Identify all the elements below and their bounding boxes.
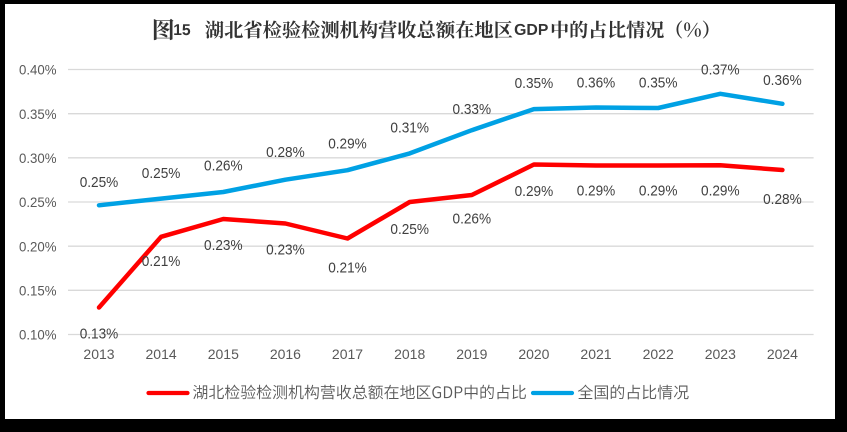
svg-text:0.23%: 0.23% — [266, 242, 305, 258]
svg-text:2023: 2023 — [705, 346, 736, 362]
svg-text:0.35%: 0.35% — [19, 106, 57, 122]
svg-text:2017: 2017 — [332, 346, 363, 362]
svg-text:2024: 2024 — [767, 346, 798, 362]
svg-text:0.28%: 0.28% — [763, 192, 802, 208]
svg-text:0.10%: 0.10% — [19, 327, 57, 343]
svg-text:0.36%: 0.36% — [577, 76, 616, 92]
svg-text:0.25%: 0.25% — [19, 194, 57, 210]
svg-text:0.25%: 0.25% — [142, 166, 181, 182]
svg-text:0.29%: 0.29% — [577, 183, 616, 199]
svg-text:0.15%: 0.15% — [19, 282, 57, 298]
svg-text:2018: 2018 — [394, 346, 425, 362]
svg-text:2021: 2021 — [580, 346, 611, 362]
svg-text:2019: 2019 — [456, 346, 487, 362]
svg-text:2016: 2016 — [270, 346, 301, 362]
svg-text:0.37%: 0.37% — [701, 62, 740, 78]
svg-text:2014: 2014 — [146, 346, 177, 362]
svg-text:0.36%: 0.36% — [763, 73, 802, 89]
svg-text:0.21%: 0.21% — [328, 261, 367, 277]
svg-text:0.29%: 0.29% — [515, 184, 554, 200]
svg-text:0.26%: 0.26% — [453, 212, 492, 228]
svg-text:0.33%: 0.33% — [453, 102, 492, 118]
svg-text:0.21%: 0.21% — [142, 254, 181, 270]
svg-text:0.40%: 0.40% — [19, 62, 57, 78]
svg-text:0.25%: 0.25% — [390, 222, 429, 238]
svg-text:0.29%: 0.29% — [328, 136, 367, 152]
svg-text:0.25%: 0.25% — [80, 175, 119, 191]
svg-text:2022: 2022 — [643, 346, 674, 362]
svg-text:0.26%: 0.26% — [204, 158, 243, 174]
svg-text:0.35%: 0.35% — [639, 76, 678, 92]
svg-text:2013: 2013 — [83, 346, 114, 362]
svg-text:0.20%: 0.20% — [19, 238, 57, 254]
svg-text:0.23%: 0.23% — [204, 238, 243, 254]
svg-text:0.13%: 0.13% — [80, 327, 119, 343]
svg-text:0.29%: 0.29% — [639, 183, 678, 199]
svg-text:2020: 2020 — [518, 346, 549, 362]
svg-text:0.31%: 0.31% — [390, 120, 429, 136]
svg-text:0.29%: 0.29% — [701, 183, 740, 199]
svg-text:2015: 2015 — [208, 346, 239, 362]
svg-text:0.35%: 0.35% — [515, 76, 554, 92]
svg-text:0.28%: 0.28% — [266, 145, 305, 161]
svg-text:0.30%: 0.30% — [19, 150, 57, 166]
